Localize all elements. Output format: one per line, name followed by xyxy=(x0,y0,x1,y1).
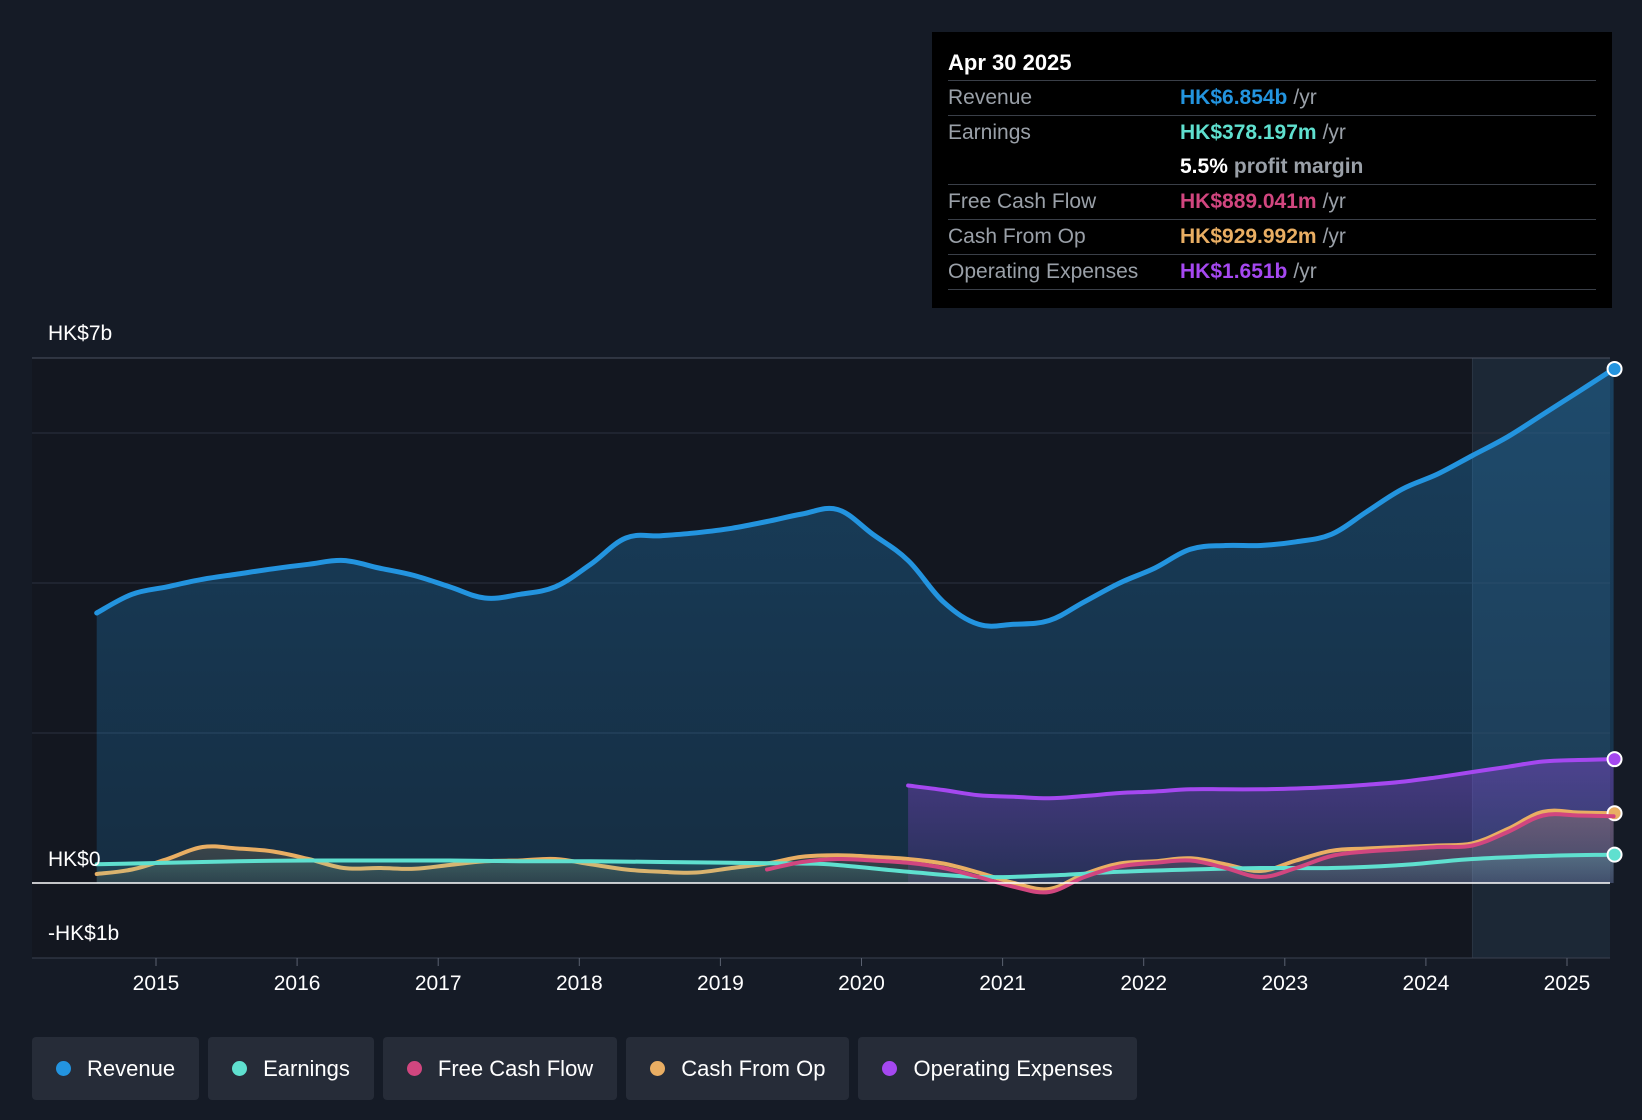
tooltip-unit-earnings: /yr xyxy=(1322,121,1346,144)
x-tick-label-2019: 2019 xyxy=(697,972,744,995)
tooltip-value-fcf: HK$889.041m xyxy=(1180,190,1317,213)
x-tick-label-2022: 2022 xyxy=(1120,972,1167,995)
tooltip-value-margin: 5.5% xyxy=(1180,155,1228,178)
x-tick-label-2021: 2021 xyxy=(979,972,1026,995)
legend-label-cfo: Cash From Op xyxy=(681,1055,826,1081)
y-axis-label-top: HK$7b xyxy=(48,322,112,345)
tooltip-row-revenue: Revenue HK$6.854b /yr xyxy=(948,80,1596,115)
legend-dot-cfo xyxy=(650,1061,666,1076)
legend-item-revenue[interactable]: Revenue xyxy=(32,1037,200,1100)
legend-label-fcf: Free Cash Flow xyxy=(437,1055,594,1081)
tooltip-label-revenue: Revenue xyxy=(948,86,1033,109)
line-earnings xyxy=(94,852,1616,880)
tooltip-label-fcf: Free Cash Flow xyxy=(948,190,1097,213)
tooltip-row-cfo: Cash From Op HK$929.992m /yr xyxy=(948,219,1596,254)
tooltip-margin-text: profit margin xyxy=(1233,155,1364,178)
legend-item-opex[interactable]: Operating Expenses xyxy=(858,1037,1137,1100)
tooltip-label-cfo: Cash From Op xyxy=(948,225,1086,248)
line-fcf xyxy=(765,812,1616,895)
tooltip-row-opex: Operating Expenses HK$1.651b /yr xyxy=(948,254,1596,290)
x-tick-label-2020: 2020 xyxy=(838,972,885,995)
y-axis-label-bottom: -HK$1b xyxy=(48,922,119,945)
x-axis: 2015 2016 2017 2018 2019 2020 2021 2022 2023 2024… xyxy=(133,958,1591,995)
endpoint-revenue xyxy=(1606,360,1623,377)
legend-dot-fcf xyxy=(406,1061,422,1076)
tooltip-row-fcf: Free Cash Flow HK$889.041m /yr xyxy=(948,184,1596,219)
endpoint-opex xyxy=(1606,751,1623,768)
tooltip-label-opex: Operating Expenses xyxy=(948,260,1139,283)
legend-label-opex: Operating Expenses xyxy=(913,1055,1113,1081)
x-tick-label-2017: 2017 xyxy=(415,972,462,995)
legend-label-earnings: Earnings xyxy=(263,1055,350,1081)
legend-item-fcf[interactable]: Free Cash Flow xyxy=(382,1037,618,1100)
line-opex xyxy=(906,757,1616,801)
y-axis-label-zero: HK$0 xyxy=(48,848,101,871)
legend-dot-revenue xyxy=(56,1061,71,1076)
x-tick-label-2015: 2015 xyxy=(133,972,180,995)
data-tooltip: Apr 30 2025 Revenue HK$6.854b /yr Earnin… xyxy=(932,32,1612,308)
x-tick-label-2016: 2016 xyxy=(274,972,321,995)
tooltip-unit-fcf: /yr xyxy=(1322,190,1346,213)
tooltip-value-opex: HK$1.651b xyxy=(1180,260,1288,283)
tooltip-row-margin: 5.5% profit margin xyxy=(948,150,1596,184)
line-revenue xyxy=(94,366,1617,629)
legend-item-cfo[interactable]: Cash From Op xyxy=(626,1037,850,1100)
tooltip-unit-opex: /yr xyxy=(1293,260,1317,283)
tooltip-label-earnings: Earnings xyxy=(948,121,1031,144)
x-tick-label-2025: 2025 xyxy=(1544,972,1591,995)
legend-item-earnings[interactable]: Earnings xyxy=(208,1037,374,1100)
tooltip-value-revenue: HK$6.854b xyxy=(1180,86,1288,109)
area-revenue xyxy=(96,369,1614,883)
x-tick-label-2023: 2023 xyxy=(1261,972,1308,995)
tooltip-row-earnings: Earnings HK$378.197m /yr xyxy=(948,115,1596,150)
series-layer xyxy=(32,360,1623,895)
tooltip-unit-cfo: /yr xyxy=(1322,225,1346,248)
legend-dot-opex xyxy=(882,1061,898,1076)
x-tick-label-2018: 2018 xyxy=(556,972,603,995)
tooltip-value-earnings: HK$378.197m xyxy=(1180,121,1317,144)
legend-label-revenue: Revenue xyxy=(87,1055,176,1081)
x-tick-label-2024: 2024 xyxy=(1403,972,1450,995)
chart-legend: Revenue Earnings Free Cash Flow Cash Fro… xyxy=(32,1037,1137,1100)
tooltip-date: Apr 30 2025 xyxy=(948,50,1072,75)
legend-dot-earnings xyxy=(232,1061,248,1076)
tooltip-unit-revenue: /yr xyxy=(1293,86,1317,109)
endpoint-earnings xyxy=(1606,846,1623,863)
tooltip-value-cfo: HK$929.992m xyxy=(1180,225,1317,248)
